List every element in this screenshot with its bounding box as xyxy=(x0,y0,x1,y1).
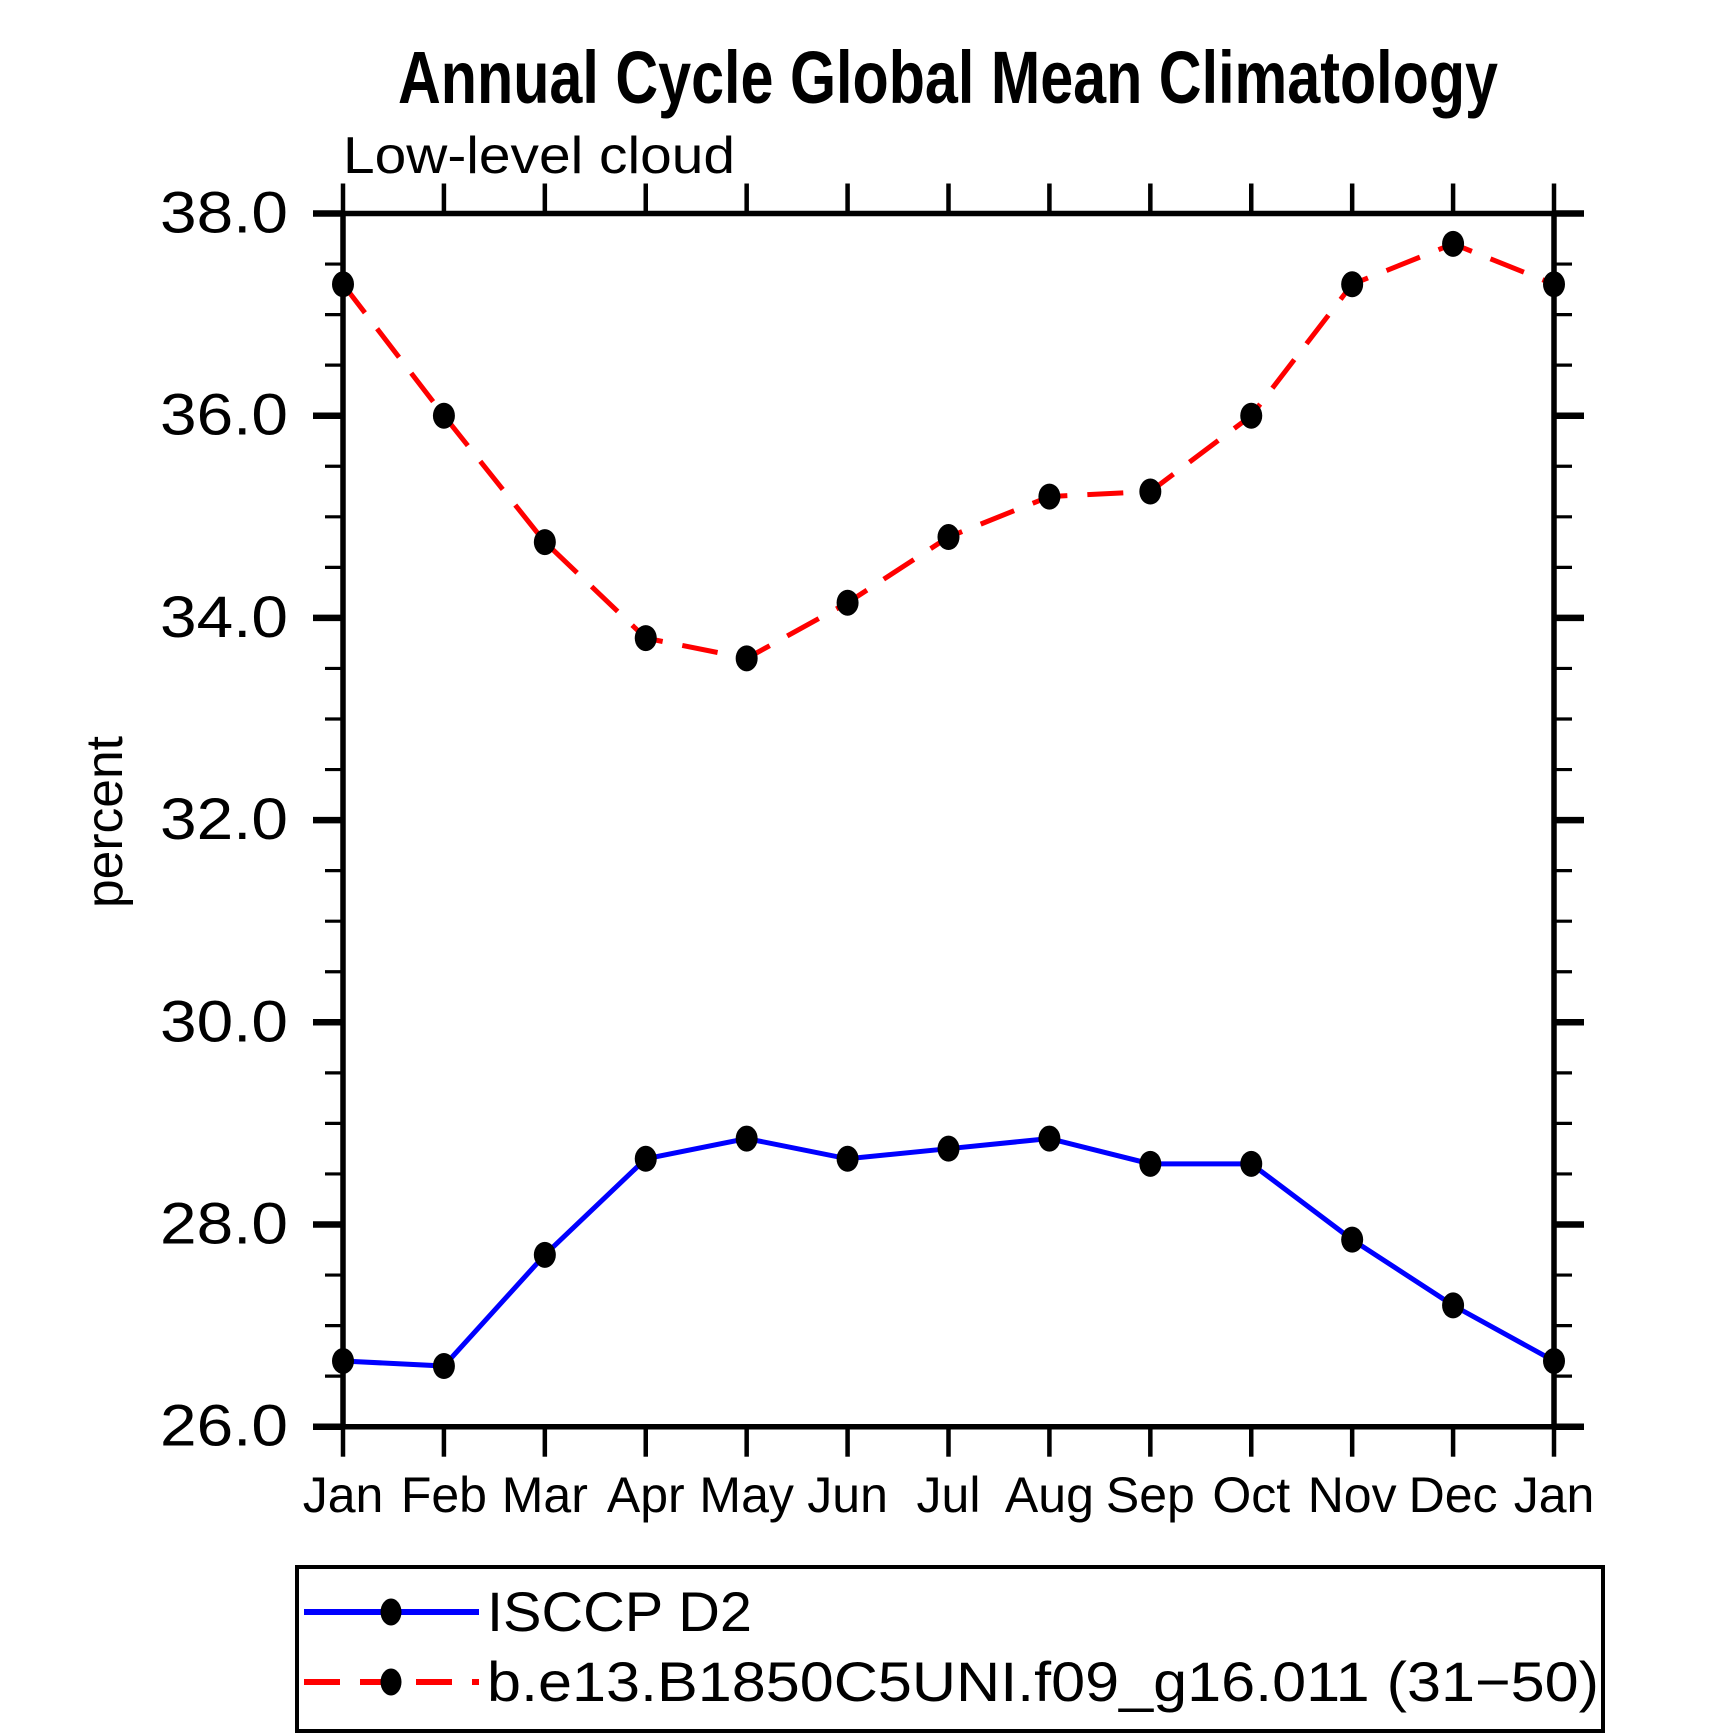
data-point-marker xyxy=(836,589,859,616)
data-point-marker xyxy=(1038,1125,1061,1152)
legend-box: ISCCP D2 b.e13.B1850C5UNI.f09_g16.011 (3… xyxy=(295,1565,1605,1733)
data-point-marker xyxy=(332,271,354,298)
data-point-marker xyxy=(634,1145,657,1172)
legend-label: b.e13.B1850C5UNI.f09_g16.011 (31−50) xyxy=(487,1650,1599,1713)
data-point-marker xyxy=(1139,478,1162,505)
x-tick-label: Mar xyxy=(502,1467,588,1523)
x-tick-label: Nov xyxy=(1308,1467,1397,1523)
legend-label: ISCCP D2 xyxy=(487,1580,752,1643)
data-point-marker xyxy=(1543,271,1565,298)
chart-subtitle: Low-level cloud xyxy=(343,127,735,185)
x-tick-label: Sep xyxy=(1106,1467,1195,1523)
data-point-marker xyxy=(1139,1150,1162,1177)
data-point-marker xyxy=(1240,1150,1263,1177)
y-tick-label: 34.0 xyxy=(160,585,288,650)
x-tick-label: Jul xyxy=(917,1467,981,1523)
data-point-marker xyxy=(735,645,758,672)
data-point-marker xyxy=(735,1125,758,1152)
data-point-marker xyxy=(937,524,960,551)
data-point-marker xyxy=(432,1353,455,1380)
series-line-model xyxy=(341,241,1555,661)
y-tick-label: 30.0 xyxy=(160,989,288,1054)
data-point-marker xyxy=(1543,1347,1565,1374)
data-point-marker xyxy=(937,1135,960,1162)
data-point-marker xyxy=(1341,1226,1364,1253)
x-tick-label: Dec xyxy=(1409,1467,1498,1523)
chart-title: Annual Cycle Global Mean Climatology xyxy=(398,36,1498,119)
legend-marker-icon xyxy=(380,1598,402,1626)
data-point-marker xyxy=(1442,230,1465,257)
y-axis-label: percent xyxy=(76,735,134,908)
y-tick-label: 26.0 xyxy=(160,1394,288,1459)
legend-border xyxy=(295,1565,1605,1733)
x-tick-label: Oct xyxy=(1212,1467,1290,1523)
x-tick-label: May xyxy=(699,1467,793,1523)
legend-entry-isccp: ISCCP D2 xyxy=(304,1580,752,1643)
data-point-marker xyxy=(1341,271,1364,298)
data-point-marker xyxy=(1240,402,1263,429)
x-tick-label: Jun xyxy=(807,1467,888,1523)
y-tick-label: 32.0 xyxy=(160,787,288,852)
y-tick-label: 28.0 xyxy=(160,1192,288,1257)
data-point-marker xyxy=(533,1241,556,1268)
data-point-marker xyxy=(533,529,556,556)
data-point-marker xyxy=(432,402,455,429)
data-point-marker xyxy=(836,1145,859,1172)
data-point-marker xyxy=(634,625,657,652)
legend-entry-model: b.e13.B1850C5UNI.f09_g16.011 (31−50) xyxy=(304,1650,1599,1713)
x-tick-label: Jan xyxy=(303,1467,384,1523)
x-tick-label: Feb xyxy=(401,1467,487,1523)
data-point-marker xyxy=(332,1347,354,1374)
x-tick-label: Apr xyxy=(607,1467,685,1523)
data-point-marker xyxy=(1038,483,1061,510)
x-tick-label: Jan xyxy=(1514,1467,1595,1523)
legend-marker-icon xyxy=(380,1668,402,1696)
plot-area: Jan Feb Mar Apr May Jun Jul Aug Sep Oct Nov Dec Jan 2… xyxy=(160,181,1594,1524)
y-tick-label: 38.0 xyxy=(160,181,288,246)
y-tick-label: 36.0 xyxy=(160,383,288,448)
data-point-marker xyxy=(1442,1292,1465,1319)
x-tick-label: Aug xyxy=(1005,1467,1094,1523)
series-line-isccp-d2 xyxy=(342,1136,1556,1369)
